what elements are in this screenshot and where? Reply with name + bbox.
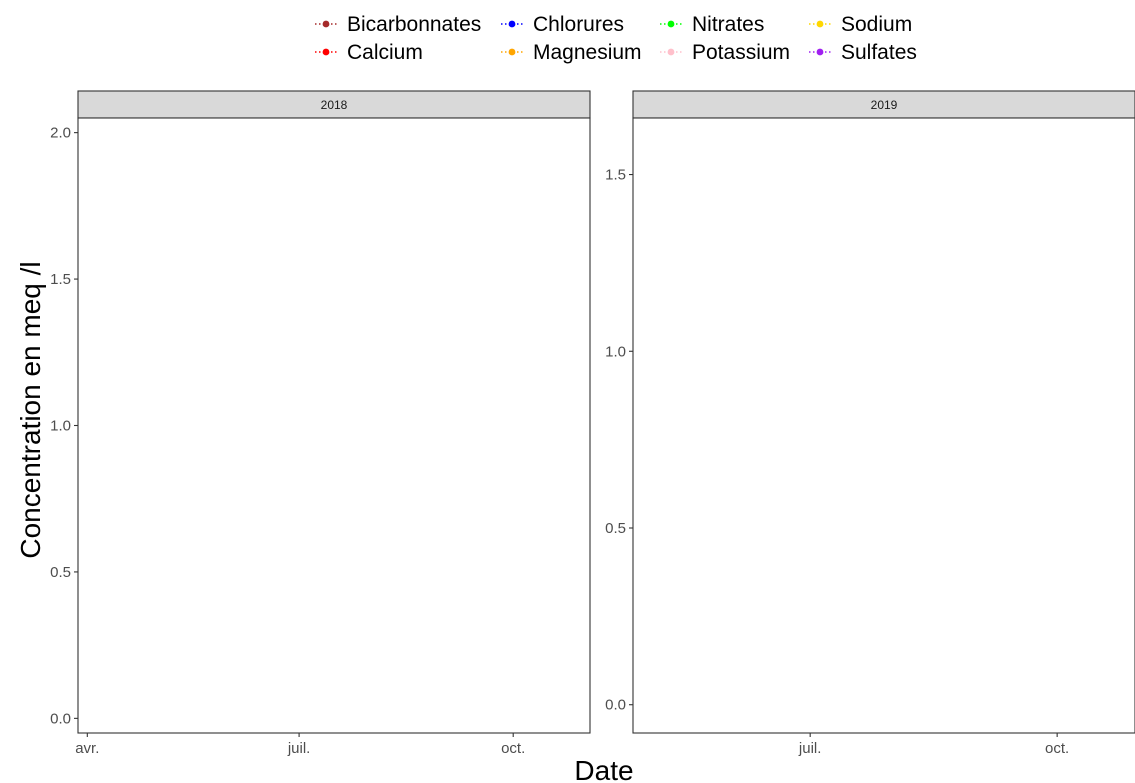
x-tick-label: avr. [75,740,99,757]
legend-label: Magnesium [533,41,642,64]
legend: Bicarbonnates Calcium Chlorures Magnesium Ni… [315,13,917,64]
legend-key-point [508,20,516,28]
panel-2019: 2019 0.0 0.5 1.0 1.5 juil. oct. [605,90,1135,757]
y-tick-label: 1.0 [605,343,626,360]
legend-label: Chlorures [533,13,624,36]
panel-border [632,117,1135,734]
legend-label: Bicarbonnates [347,13,481,36]
y-tick-label: 2.0 [50,125,71,142]
facet-strip [632,90,1135,119]
facet-strip-label: 2018 [321,98,348,112]
x-axis-title: Date [574,755,633,783]
legend-key-point [322,20,330,28]
legend-key-point [816,48,824,56]
legend-key-point [816,20,824,28]
legend-key-point [667,48,675,56]
x-tick-label: oct. [501,740,525,757]
legend-key-point [322,48,330,56]
x-tick-label: juil. [798,740,822,757]
y-tick-label: 1.0 [50,418,71,435]
x-tick-label: juil. [287,740,311,757]
y-tick-label: 0.0 [50,710,71,727]
legend-label: Calcium [347,41,423,64]
facet-strip [77,90,591,119]
panel-border [77,117,591,734]
legend-label: Sulfates [841,41,917,64]
legend-key-point [667,20,675,28]
legend-key-point [508,48,516,56]
y-tick-label: 0.5 [50,564,71,581]
panel-2018: 2018 0.0 0.5 1.0 1.5 2.0 avr. juil. oct. [50,90,591,757]
y-tick-label: 1.5 [605,167,626,184]
legend-label: Potassium [692,41,790,64]
legend-label: Sodium [841,13,912,36]
legend-label: Nitrates [692,13,764,36]
y-axis-title: Concentration en meq /l [15,261,46,558]
y-tick-label: 1.5 [50,271,71,288]
y-tick-label: 0.0 [605,697,626,714]
facet-strip-label: 2019 [871,98,898,112]
x-tick-label: oct. [1045,740,1069,757]
y-tick-label: 0.5 [605,520,626,537]
